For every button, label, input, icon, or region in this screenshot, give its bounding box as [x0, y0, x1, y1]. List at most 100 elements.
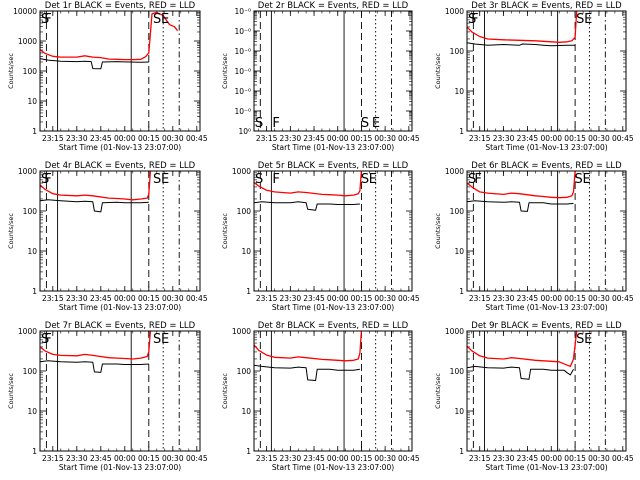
x-tick-label: 00:00	[327, 134, 349, 143]
y-tick-label: 1	[32, 447, 37, 456]
x-tick-label: 00:00	[327, 294, 349, 303]
interval-marker-label: F	[272, 116, 279, 131]
x-tick-label: 23:15	[469, 454, 491, 463]
x-tick-label: 23:15	[42, 134, 64, 143]
x-tick-label: 23:45	[90, 294, 112, 303]
detector-panel-8: Det 8r BLACK = Events, RED = LLD Counts/s…	[221, 321, 420, 472]
y-tick-label: 1000	[232, 327, 251, 336]
y-tick-label: 100	[23, 67, 38, 76]
detector-panel-5: Det 5r BLACK = Events, RED = LLD Counts/s…	[221, 161, 420, 312]
interval-marker-label: F	[44, 12, 51, 27]
y-tick-label: 100	[237, 207, 252, 216]
x-tick-label: 00:15	[564, 294, 586, 303]
y-tick-label: 10⁻⁰	[234, 67, 251, 76]
x-tick-label: 00:30	[162, 294, 184, 303]
x-tick-label: 23:30	[280, 134, 302, 143]
y-tick-label: 10⁻⁰	[234, 47, 251, 56]
events-series-line	[466, 365, 574, 380]
interval-marker-label: S	[468, 172, 476, 187]
events-series-line	[466, 200, 574, 212]
plot-frame	[466, 330, 627, 452]
x-tick-label: 00:15	[351, 134, 373, 143]
x-tick-label: 23:45	[90, 134, 112, 143]
lld-series-line	[466, 330, 578, 368]
x-tick-label: 00:30	[162, 454, 184, 463]
x-tick-label: 00:30	[374, 454, 396, 463]
x-tick-label: 00:45	[186, 454, 208, 463]
y-tick-label: 100	[450, 207, 465, 216]
x-tick-label: 23:45	[517, 294, 539, 303]
x-tick-label: 23:45	[517, 454, 539, 463]
y-tick-label: 1	[32, 127, 37, 136]
events-series-line	[253, 201, 360, 211]
panel-title: Det 2r BLACK = Events, RED = LLD	[258, 1, 409, 11]
x-tick-label: 00:45	[398, 294, 420, 303]
x-axis-label: Start Time (01-Nov-13 23:07:00)	[485, 463, 607, 472]
x-tick-label: 00:45	[186, 294, 208, 303]
x-tick-label: 00:45	[398, 134, 420, 143]
y-axis-label: Counts/sec	[7, 53, 15, 89]
x-axis-label: Start Time (01-Nov-13 23:07:00)	[485, 303, 607, 312]
x-tick-label: 23:30	[66, 134, 88, 143]
y-tick-label: 100	[237, 367, 252, 376]
y-tick-label: 10	[27, 97, 37, 106]
y-tick-label: 100	[450, 367, 465, 376]
x-tick-label: 00:15	[564, 454, 586, 463]
panel-title: Det 7r BLACK = Events, RED = LLD	[45, 321, 196, 331]
lld-series-line	[39, 170, 152, 201]
lld-series-line	[466, 10, 578, 43]
x-tick-label: 00:00	[540, 454, 562, 463]
y-tick-label: 1	[246, 287, 251, 296]
x-tick-label: 23:15	[469, 294, 491, 303]
interval-marker-label: S	[255, 116, 263, 131]
y-tick-label: 10000	[13, 7, 37, 16]
x-tick-label: 00:45	[186, 134, 208, 143]
plot-frame	[39, 10, 201, 132]
y-tick-label: 1000	[18, 327, 37, 336]
plot-frame	[253, 170, 413, 292]
y-tick-label: 10⁰	[238, 127, 251, 136]
x-tick-label: 23:15	[256, 294, 278, 303]
x-tick-label: 00:00	[114, 294, 136, 303]
interval-marker-label: E	[584, 12, 592, 27]
y-tick-label: 100	[23, 367, 38, 376]
detector-panel-2: Det 2r BLACK = Events, RED = LLD Counts/s…	[221, 1, 420, 152]
x-tick-label: 23:45	[303, 134, 325, 143]
x-tick-label: 23:30	[280, 454, 302, 463]
x-tick-label: 23:15	[42, 454, 64, 463]
interval-marker-label: E	[584, 332, 592, 347]
x-axis-label: Start Time (01-Nov-13 23:07:00)	[59, 463, 181, 472]
events-series-line	[466, 42, 576, 47]
x-axis-label: Start Time (01-Nov-13 23:07:00)	[59, 303, 181, 312]
x-axis-label: Start Time (01-Nov-13 23:07:00)	[272, 143, 394, 152]
y-axis-label: Counts/sec	[7, 213, 15, 249]
x-axis-label: Start Time (01-Nov-13 23:07:00)	[272, 303, 394, 312]
y-tick-label: 100	[450, 47, 465, 56]
panel-title: Det 5r BLACK = Events, RED = LLD	[258, 161, 409, 171]
lld-series-line	[253, 330, 363, 362]
plot-frame	[253, 330, 413, 452]
y-tick-label: 1000	[18, 37, 37, 46]
x-tick-label: 00:45	[612, 294, 634, 303]
x-tick-label: 00:15	[351, 294, 373, 303]
x-tick-label: 23:15	[256, 134, 278, 143]
interval-marker-label: S	[361, 116, 369, 131]
interval-marker-label: E	[372, 116, 380, 131]
interval-marker-label: S	[153, 332, 161, 347]
x-axis-label: Start Time (01-Nov-13 23:07:00)	[485, 143, 607, 152]
interval-marker-label: F	[272, 172, 279, 187]
y-tick-label: 1000	[445, 7, 464, 16]
interval-marker-label: S	[575, 172, 583, 187]
y-tick-label: 1000	[232, 167, 251, 176]
y-tick-label: 10⁻⁰	[234, 27, 251, 36]
x-tick-label: 23:45	[303, 454, 325, 463]
interval-marker-label: S	[153, 172, 161, 187]
y-tick-label: 10⁻⁰	[234, 7, 251, 16]
interval-marker-label: S	[576, 332, 584, 347]
y-tick-label: 10	[454, 407, 464, 416]
x-tick-label: 00:15	[138, 294, 160, 303]
x-tick-label: 00:30	[374, 294, 396, 303]
lld-series-line	[466, 170, 576, 199]
panel-title: Det 8r BLACK = Events, RED = LLD	[258, 321, 409, 331]
